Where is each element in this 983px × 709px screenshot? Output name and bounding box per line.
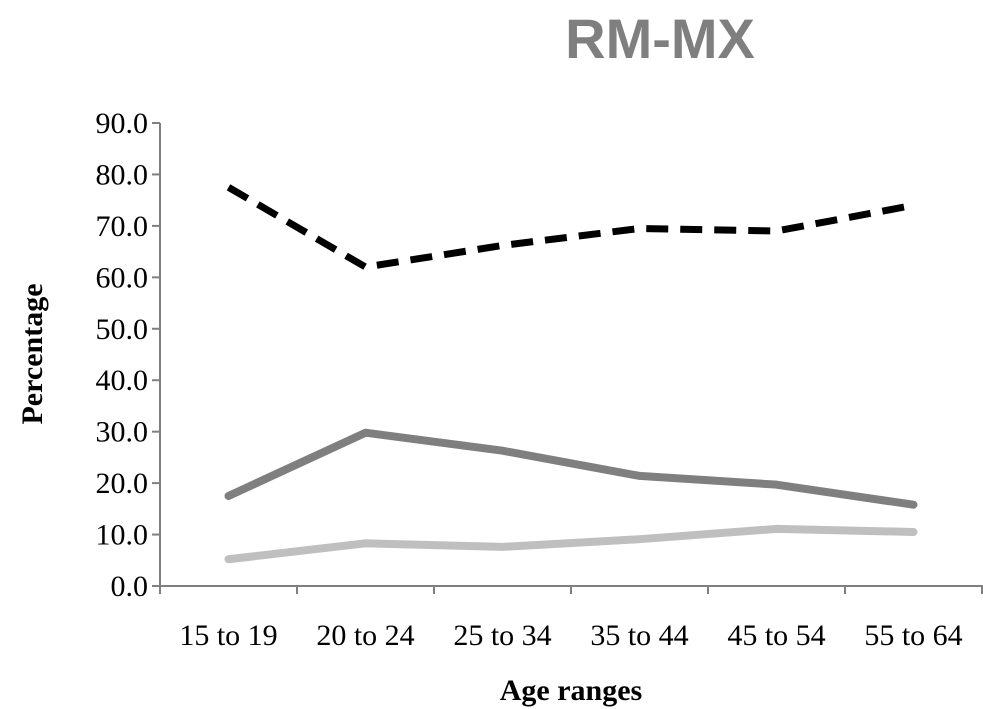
x-tick-label: 35 to 44 bbox=[590, 619, 688, 652]
series-line-1 bbox=[226, 184, 915, 271]
series-line-3 bbox=[224, 524, 918, 564]
x-tick-label: 45 to 54 bbox=[727, 619, 825, 652]
series-line-2 bbox=[224, 428, 918, 509]
y-tick-label: 20.0 bbox=[96, 467, 149, 500]
y-tick-label: 30.0 bbox=[96, 416, 149, 449]
x-axis-title: Age ranges bbox=[500, 674, 642, 707]
x-tick-label: 15 to 19 bbox=[179, 619, 277, 652]
y-tick-label: 70.0 bbox=[96, 210, 149, 243]
x-tick-label: 25 to 34 bbox=[453, 619, 551, 652]
y-tick-label: 10.0 bbox=[96, 519, 149, 552]
y-ticks: 0.0 10.0 20.0 30.0 40.0 50.0 60.0 70.0 80.0 90.0 bbox=[96, 107, 160, 603]
axes bbox=[159, 123, 983, 587]
y-tick-label: 50.0 bbox=[96, 313, 149, 346]
y-tick-label: 90.0 bbox=[96, 107, 149, 140]
y-tick-label: 80.0 bbox=[96, 158, 149, 191]
x-tick-label: 55 to 64 bbox=[864, 619, 962, 652]
y-axis-title: Percentage bbox=[16, 283, 49, 424]
y-tick-label: 60.0 bbox=[96, 261, 149, 294]
series-lines bbox=[224, 184, 918, 564]
y-tick-label: 0.0 bbox=[111, 570, 149, 603]
x-tick-label: 20 to 24 bbox=[316, 619, 414, 652]
chart-title: RM-MX bbox=[565, 7, 755, 70]
y-tick-label: 40.0 bbox=[96, 364, 149, 397]
x-ticks: 15 to 19 20 to 24 25 to 34 35 to 44 45 to 54… bbox=[159, 586, 983, 652]
